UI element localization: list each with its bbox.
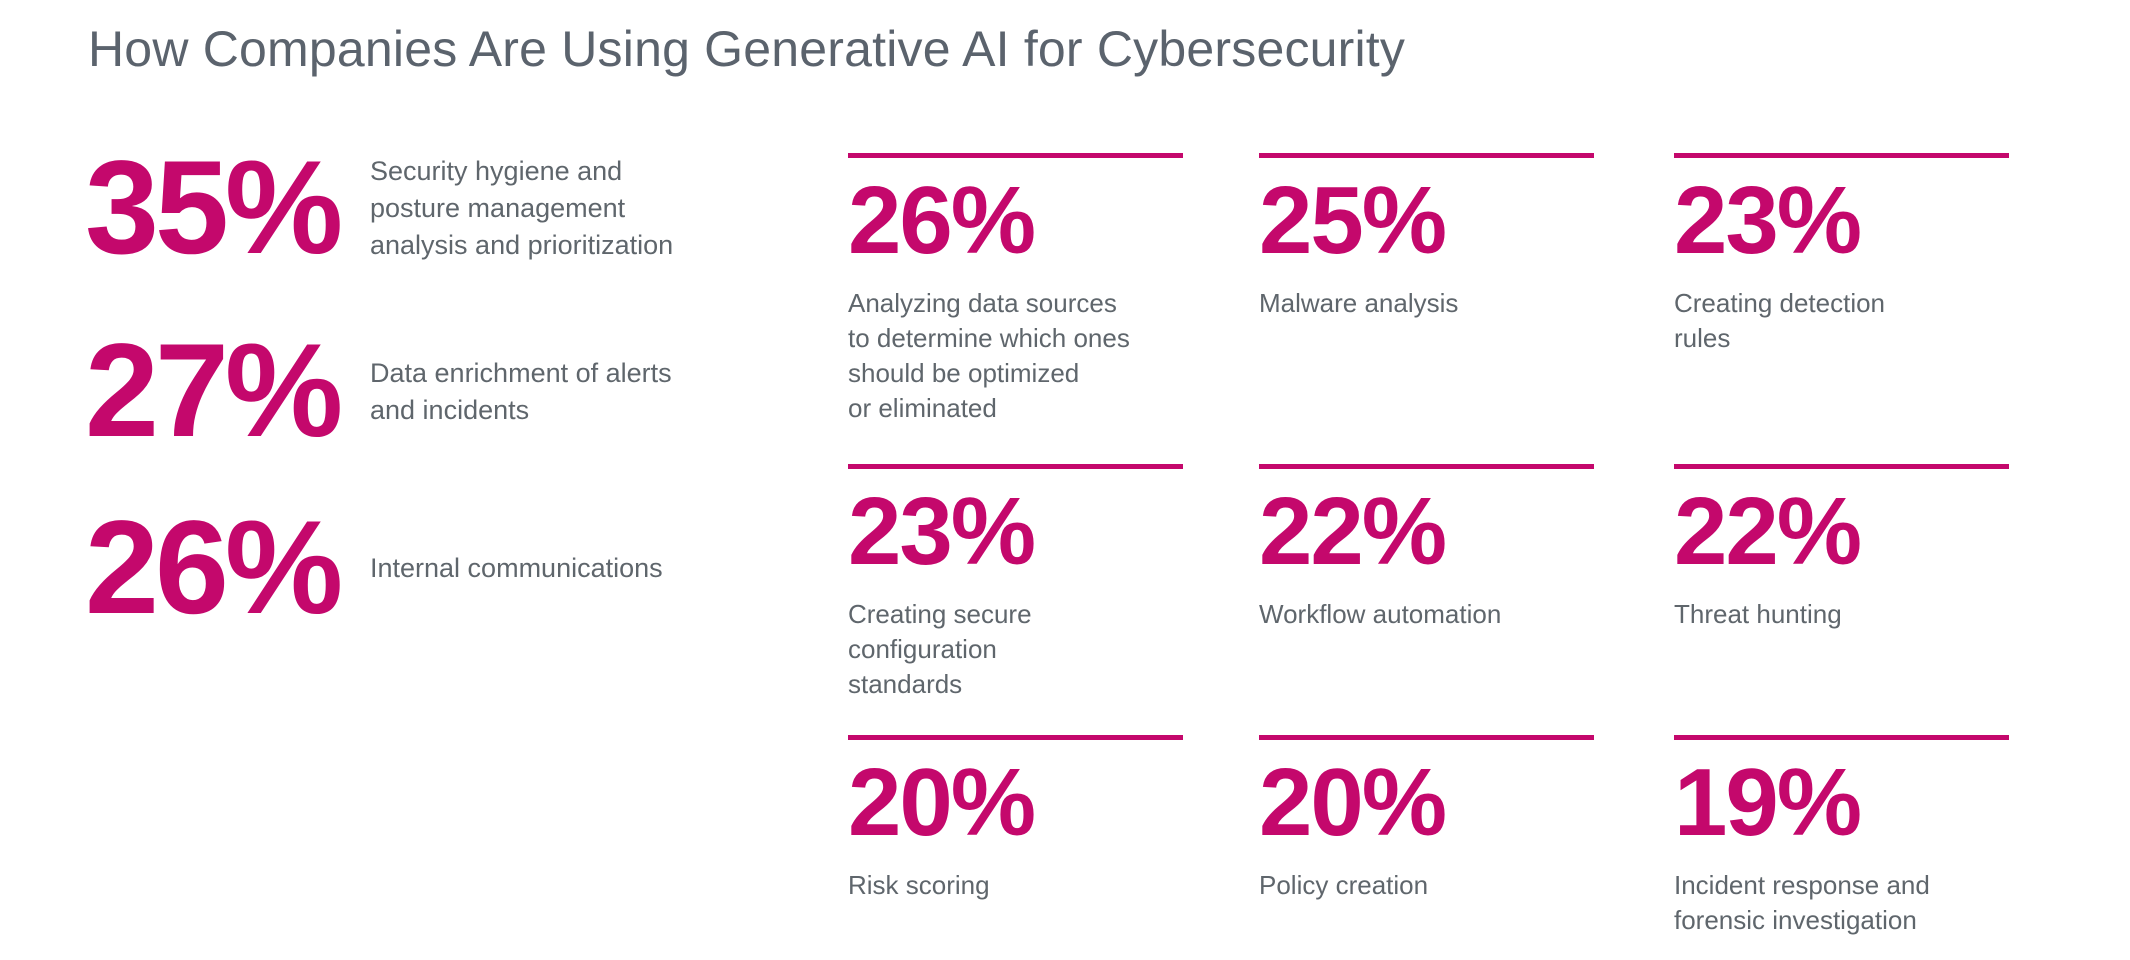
- stat-card: 26% Analyzing data sources to determine …: [848, 153, 1218, 426]
- stat-card: 20% Policy creation: [1259, 735, 1629, 903]
- stat-value: 27%: [85, 317, 343, 465]
- page-title: How Companies Are Using Generative AI fo…: [88, 21, 1406, 77]
- divider-rule: [1259, 735, 1594, 740]
- divider-rule: [848, 153, 1183, 158]
- stat-value: 26%: [85, 494, 343, 642]
- stat-value: 20%: [1259, 749, 1447, 856]
- stat-label: Risk scoring: [848, 870, 990, 900]
- divider-rule: [848, 464, 1183, 469]
- stat-value: 23%: [1674, 167, 1862, 274]
- stat-label: Data enrichment of alerts and incidents: [370, 357, 672, 425]
- stat-label: Policy creation: [1259, 870, 1429, 900]
- stat-value: 26%: [848, 167, 1036, 274]
- stat-label: Workflow automation: [1259, 599, 1502, 629]
- stat-label: Security hygiene and posture management …: [370, 156, 674, 260]
- stat-card: 23% Creating secure configuration standa…: [848, 464, 1218, 702]
- stat-value: 20%: [848, 749, 1036, 856]
- stat-value: 25%: [1259, 167, 1447, 274]
- stat-card: 22% Workflow automation: [1259, 464, 1629, 632]
- stat-item: 35% Security hygiene and posture managem…: [85, 142, 800, 275]
- stat-label: Creating detection rules: [1674, 288, 1886, 353]
- stat-value: 23%: [848, 478, 1036, 585]
- divider-rule: [848, 735, 1183, 740]
- stat-card: 25% Malware analysis: [1259, 153, 1629, 321]
- divider-rule: [1674, 735, 2009, 740]
- stat-item: 26% Internal communications: [85, 502, 800, 635]
- stat-card: 20% Risk scoring: [848, 735, 1218, 903]
- stat-value: 22%: [1259, 478, 1447, 585]
- stat-label: Internal communications: [370, 553, 663, 583]
- stat-value: 22%: [1674, 478, 1862, 585]
- stat-value: 19%: [1674, 749, 1862, 856]
- stat-label: Creating secure configuration standards: [848, 599, 1032, 699]
- stat-value: 35%: [85, 134, 343, 282]
- stat-card: 19% Incident response and forensic inves…: [1674, 735, 2044, 938]
- divider-rule: [1259, 153, 1594, 158]
- stat-card: 22% Threat hunting: [1674, 464, 2044, 632]
- divider-rule: [1259, 464, 1594, 469]
- stat-label: Analyzing data sources to determine whic…: [848, 288, 1130, 423]
- stat-label: Incident response and forensic investiga…: [1674, 870, 1930, 935]
- stat-card: 23% Creating detection rules: [1674, 153, 2044, 356]
- stat-item: 27% Data enrichment of alerts and incide…: [85, 325, 800, 458]
- secondary-stats-grid: 26% Analyzing data sources to determine …: [848, 153, 2048, 943]
- divider-rule: [1674, 464, 2009, 469]
- divider-rule: [1674, 153, 2009, 158]
- stat-label: Malware analysis: [1259, 288, 1459, 318]
- stat-label: Threat hunting: [1674, 599, 1842, 629]
